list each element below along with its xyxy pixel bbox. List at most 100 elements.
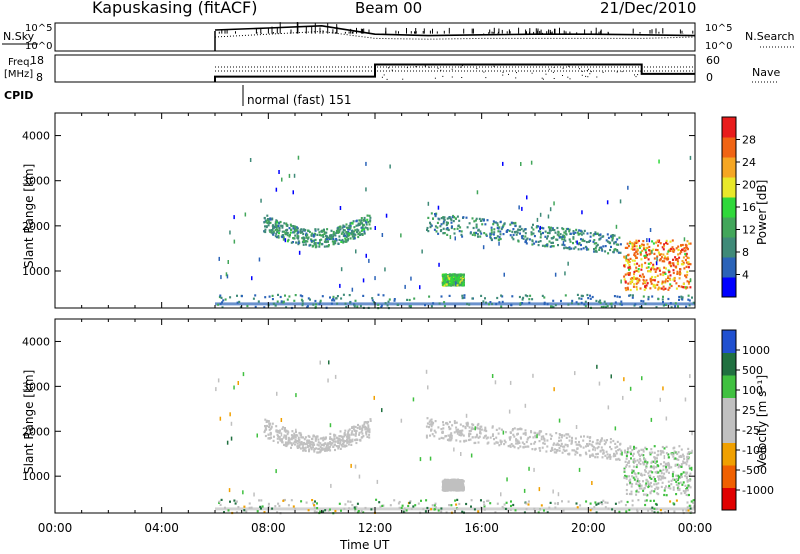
data-cell — [243, 509, 246, 512]
data-cell — [636, 288, 638, 291]
data-cell — [667, 297, 670, 301]
data-cell — [472, 226, 475, 230]
data-cell — [662, 301, 664, 304]
data-cell — [633, 263, 636, 266]
data-cell — [308, 230, 311, 234]
data-cell — [639, 253, 642, 256]
data-cell — [454, 484, 457, 487]
data-cell — [290, 241, 293, 244]
data-cell — [318, 241, 321, 244]
data-cell — [524, 232, 527, 235]
data-cell — [606, 240, 609, 243]
data-cell — [643, 275, 645, 278]
data-cell — [442, 421, 444, 424]
data-cell — [459, 277, 462, 280]
data-cell — [295, 241, 298, 244]
data-cell — [562, 509, 565, 512]
data-cell — [675, 483, 678, 486]
data-cell — [669, 249, 672, 252]
data-cell — [662, 475, 665, 478]
data-cell — [282, 238, 285, 241]
scatter-cell — [389, 164, 391, 169]
data-cell — [513, 427, 516, 430]
data-cell — [567, 303, 570, 306]
data-cell — [493, 442, 496, 445]
data-cell — [605, 239, 608, 242]
data-cell — [613, 453, 616, 456]
y-tick-label: 1000 — [22, 470, 50, 483]
data-cell — [324, 234, 327, 237]
data-cell — [560, 439, 562, 442]
data-cell — [314, 228, 317, 231]
data-cell — [687, 479, 690, 482]
scatter-cell — [376, 479, 379, 484]
data-cell — [570, 247, 573, 250]
nave-dot — [434, 77, 436, 79]
site-title: Kapuskasing (fitACF) — [92, 0, 257, 17]
data-cell — [673, 279, 676, 282]
scatter-cell — [684, 397, 687, 402]
nave-dot — [635, 76, 637, 78]
data-cell — [538, 447, 541, 450]
data-cell — [432, 421, 435, 424]
data-cell — [266, 424, 268, 428]
data-cell — [667, 480, 670, 483]
data-cell — [366, 227, 369, 230]
scatter-cell — [591, 481, 593, 485]
scatter-cell — [536, 217, 539, 222]
data-cell — [384, 302, 387, 305]
data-cell — [445, 482, 448, 485]
data-cell — [651, 466, 654, 469]
data-cell — [623, 275, 626, 278]
data-cell — [420, 499, 422, 502]
data-cell — [667, 269, 670, 272]
data-cell — [496, 226, 499, 229]
data-cell — [413, 297, 416, 300]
data-cell — [486, 499, 489, 502]
data-cell — [316, 443, 319, 446]
data-cell — [431, 423, 434, 426]
data-cell — [582, 232, 585, 235]
data-cell — [568, 452, 571, 455]
scatter-cell — [658, 159, 660, 164]
data-cell — [430, 421, 433, 424]
data-cell — [683, 457, 686, 460]
scatter-cell — [683, 237, 686, 242]
data-cell — [606, 233, 609, 236]
data-cell — [276, 437, 279, 440]
data-cell — [296, 227, 299, 230]
data-cell — [305, 243, 307, 246]
data-cell — [402, 510, 405, 513]
data-cell — [546, 237, 548, 240]
data-cell — [638, 480, 641, 483]
data-cell — [671, 472, 674, 476]
freq-tick-top: 18 — [30, 54, 44, 67]
data-cell — [357, 229, 360, 232]
data-cell — [645, 499, 648, 502]
data-cell — [471, 436, 474, 439]
scatter-cell — [365, 187, 367, 192]
data-cell — [636, 252, 639, 255]
data-cell — [687, 298, 690, 301]
data-cell — [297, 241, 300, 244]
data-cell — [460, 486, 463, 489]
data-cell — [440, 217, 443, 220]
nave-dot — [415, 66, 417, 68]
data-cell — [236, 294, 238, 297]
data-cell — [224, 506, 226, 509]
data-cell — [347, 230, 350, 233]
data-cell — [455, 480, 458, 483]
data-cell — [529, 294, 532, 297]
data-cell — [593, 239, 596, 242]
data-cell — [454, 499, 457, 502]
data-cell — [511, 429, 514, 432]
data-cell — [630, 452, 632, 456]
data-cell — [409, 305, 412, 308]
data-cell — [610, 448, 613, 451]
nave-dot — [581, 70, 583, 72]
data-cell — [322, 443, 325, 446]
data-cell — [690, 511, 693, 514]
data-cell — [458, 433, 461, 437]
data-cell — [294, 439, 297, 442]
data-cell — [650, 485, 653, 488]
